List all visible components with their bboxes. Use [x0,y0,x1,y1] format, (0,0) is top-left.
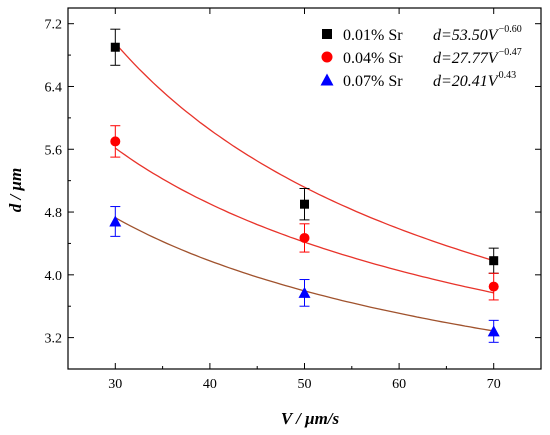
y-tick-label: 4.8 [45,206,63,221]
legend-equation-2: d=27.77V [433,50,500,67]
data-point [110,42,120,52]
legend: 0.01% Sr d=53.50V −0.60 0.04% Sr d=27.77V −0.… [320,24,522,90]
series-2 [110,125,499,301]
fit-curve-2 [114,147,494,294]
series-3 [109,206,500,343]
legend-equation-3: d=20.41V [433,73,500,90]
axis-layer: 30 40 50 60 70 3.2 4.0 4.8 5.6 6.4 7.2 [45,7,542,392]
y-tick-label: 3.2 [45,332,63,347]
legend-exponent-1: −0.60 [499,24,522,35]
y-tick-label: 6.4 [45,80,63,95]
legend-marker-3 [320,73,334,86]
x-tick-label: 70 [487,377,501,392]
y-tick-label: 4.0 [45,269,63,284]
legend-marker-1 [322,29,332,39]
y-tick-label: 5.6 [45,143,63,158]
y-tick-label: 7.2 [45,18,63,33]
legend-label-1: 0.01% Sr [343,27,403,44]
data-point [110,136,121,147]
data-point [488,281,499,292]
x-tick-label: 40 [203,377,217,392]
data-points [109,28,500,343]
data-point [300,199,309,209]
y-axis-title: d / μm [6,168,25,212]
x-tick-label: 30 [108,377,122,392]
x-axis-title: V / μm/s [281,409,340,428]
legend-equation-1: d=53.50V [433,27,500,44]
legend-marker-2 [321,51,333,63]
x-tick-label: 50 [298,377,312,392]
data-point [487,325,500,337]
data-point [109,215,122,227]
legend-label-2: 0.04% Sr [343,50,403,67]
data-point [298,286,311,298]
data-point [299,232,310,243]
fit-curve-1 [114,42,494,262]
series-1 [110,28,499,274]
legend-exponent-2: −0.47 [499,47,522,58]
x-tick-label: 60 [392,377,406,392]
data-point [489,256,499,266]
legend-exponent-3: 0.43 [499,70,517,81]
legend-label-3: 0.07% Sr [343,73,403,90]
